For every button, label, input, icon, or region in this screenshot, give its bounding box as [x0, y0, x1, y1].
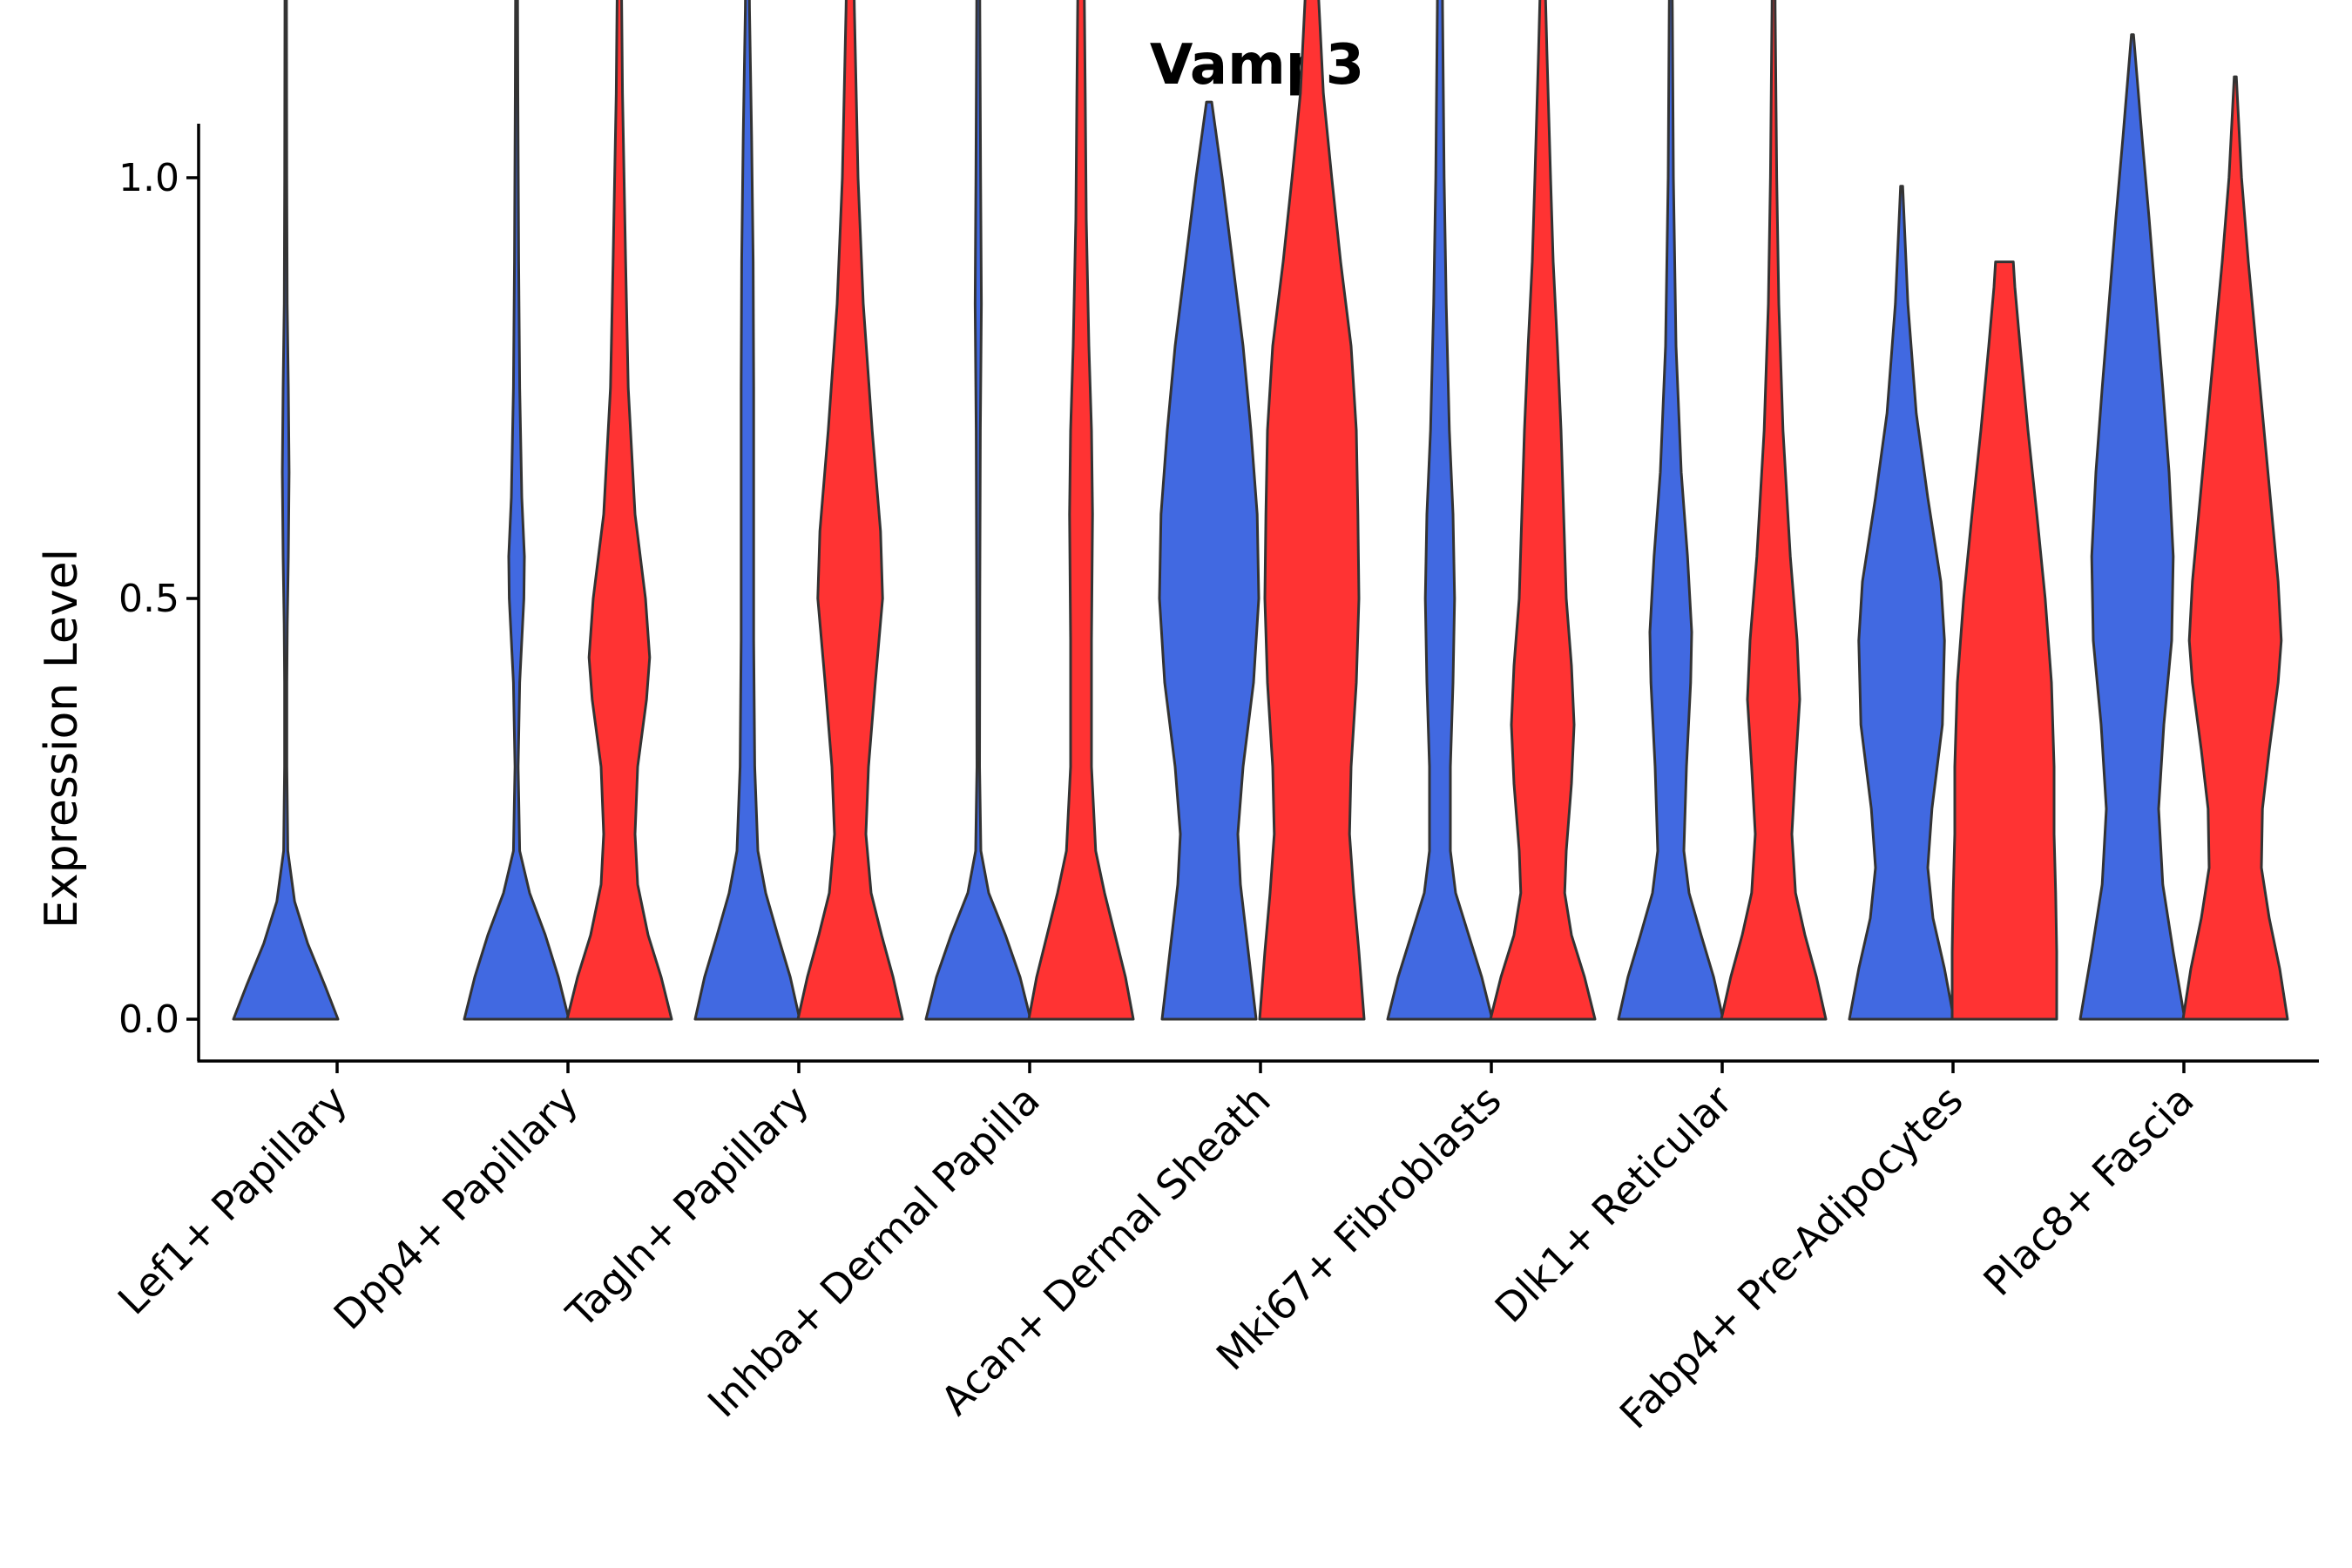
- y-tick-label: 1.0: [118, 156, 179, 200]
- x-tick-label: Plac8+ Fascia: [1974, 1077, 2202, 1305]
- y-tick-label: 0.5: [118, 577, 179, 621]
- violin-group_a-1: [463, 0, 571, 1021]
- violin-group_a-2: [693, 0, 801, 1021]
- violin-group_b-6: [1720, 0, 1828, 1021]
- x-tick-label: Dpp4+ Papillary: [325, 1077, 587, 1339]
- violin-group_b-2: [796, 0, 904, 1021]
- violin-group_b-1: [565, 0, 673, 1021]
- x-tick-label: Dlk1+ Reticular: [1486, 1077, 1741, 1332]
- violin-group_b-8: [2181, 75, 2289, 1021]
- violin-group_a-4: [1158, 100, 1260, 1021]
- x-tick-label: Lef1+ Papillary: [109, 1077, 356, 1324]
- chart-title: Vamp3: [1150, 33, 1364, 98]
- y-tick-label: 0.0: [118, 997, 179, 1042]
- violin-group_a-3: [924, 0, 1032, 1021]
- violin-group_a-8: [2078, 33, 2186, 1021]
- violin-group_b-7: [1950, 260, 2058, 1021]
- x-tick-label: Tagln+ Papillary: [557, 1077, 818, 1338]
- violin-group_b-4: [1258, 0, 1366, 1021]
- violin-group_a-5: [1386, 0, 1494, 1021]
- violin-group_a-7: [1848, 185, 1956, 1021]
- violins-layer: [232, 0, 2289, 1021]
- y-axis-label: Expression Level: [36, 549, 88, 929]
- violin-group_a-6: [1617, 0, 1725, 1021]
- violin-group_b-3: [1027, 0, 1135, 1021]
- violin-group_b-5: [1489, 0, 1597, 1021]
- violin-group_a-0: [232, 0, 340, 1021]
